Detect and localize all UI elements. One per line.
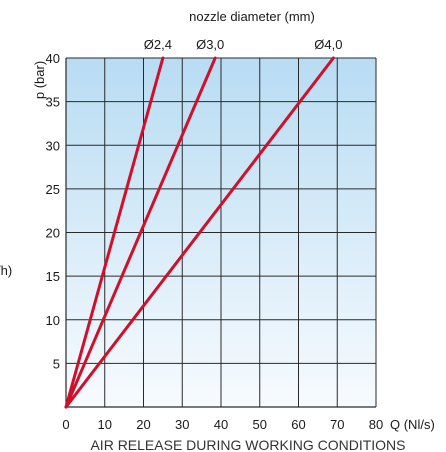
series-label: Ø3,0 xyxy=(196,37,224,52)
y-axis-label: p (bar) xyxy=(32,61,47,99)
left-fragment-label: /h) xyxy=(0,263,12,278)
x-tick-label: 50 xyxy=(253,417,267,432)
x-tick-label: 20 xyxy=(136,417,150,432)
series-line xyxy=(64,56,335,409)
x-tick-label: 40 xyxy=(214,417,228,432)
series-labels: Ø2,4 Ø3,0 Ø4,0 xyxy=(144,37,343,52)
series-line xyxy=(64,56,217,409)
y-tick-label: 25 xyxy=(46,182,60,197)
chart-title: AIR RELEASE DURING WORKING CONDITIONS xyxy=(90,437,405,452)
x-tick-label: 10 xyxy=(98,417,112,432)
y-tick-label: 10 xyxy=(46,313,60,328)
x-tick-labels: 0 10 20 30 40 50 60 70 80 xyxy=(62,417,383,432)
series-label: Ø4,0 xyxy=(314,37,342,52)
x-tick-label: 30 xyxy=(175,417,189,432)
y-tick-labels: 5 10 15 20 25 30 35 40 xyxy=(46,51,60,371)
y-tick-label: 20 xyxy=(46,226,60,241)
y-tick-label: 5 xyxy=(53,356,60,371)
series-label: Ø2,4 xyxy=(144,37,172,52)
y-tick-label: 30 xyxy=(46,138,60,153)
x-tick-label: 80 xyxy=(369,417,383,432)
series-line xyxy=(64,56,165,409)
nozzle-diameter-label: nozzle diameter (mm) xyxy=(189,9,315,24)
x-tick-label: 0 xyxy=(62,417,69,432)
x-tick-label: 60 xyxy=(291,417,305,432)
grid xyxy=(65,57,377,408)
x-tick-label: 70 xyxy=(330,417,344,432)
y-tick-label: 15 xyxy=(46,269,60,284)
series-lines xyxy=(64,56,335,409)
y-tick-label: 40 xyxy=(46,51,60,66)
y-tick-label: 35 xyxy=(46,95,60,110)
x-axis-label: Q (Nl/s) xyxy=(390,417,435,432)
